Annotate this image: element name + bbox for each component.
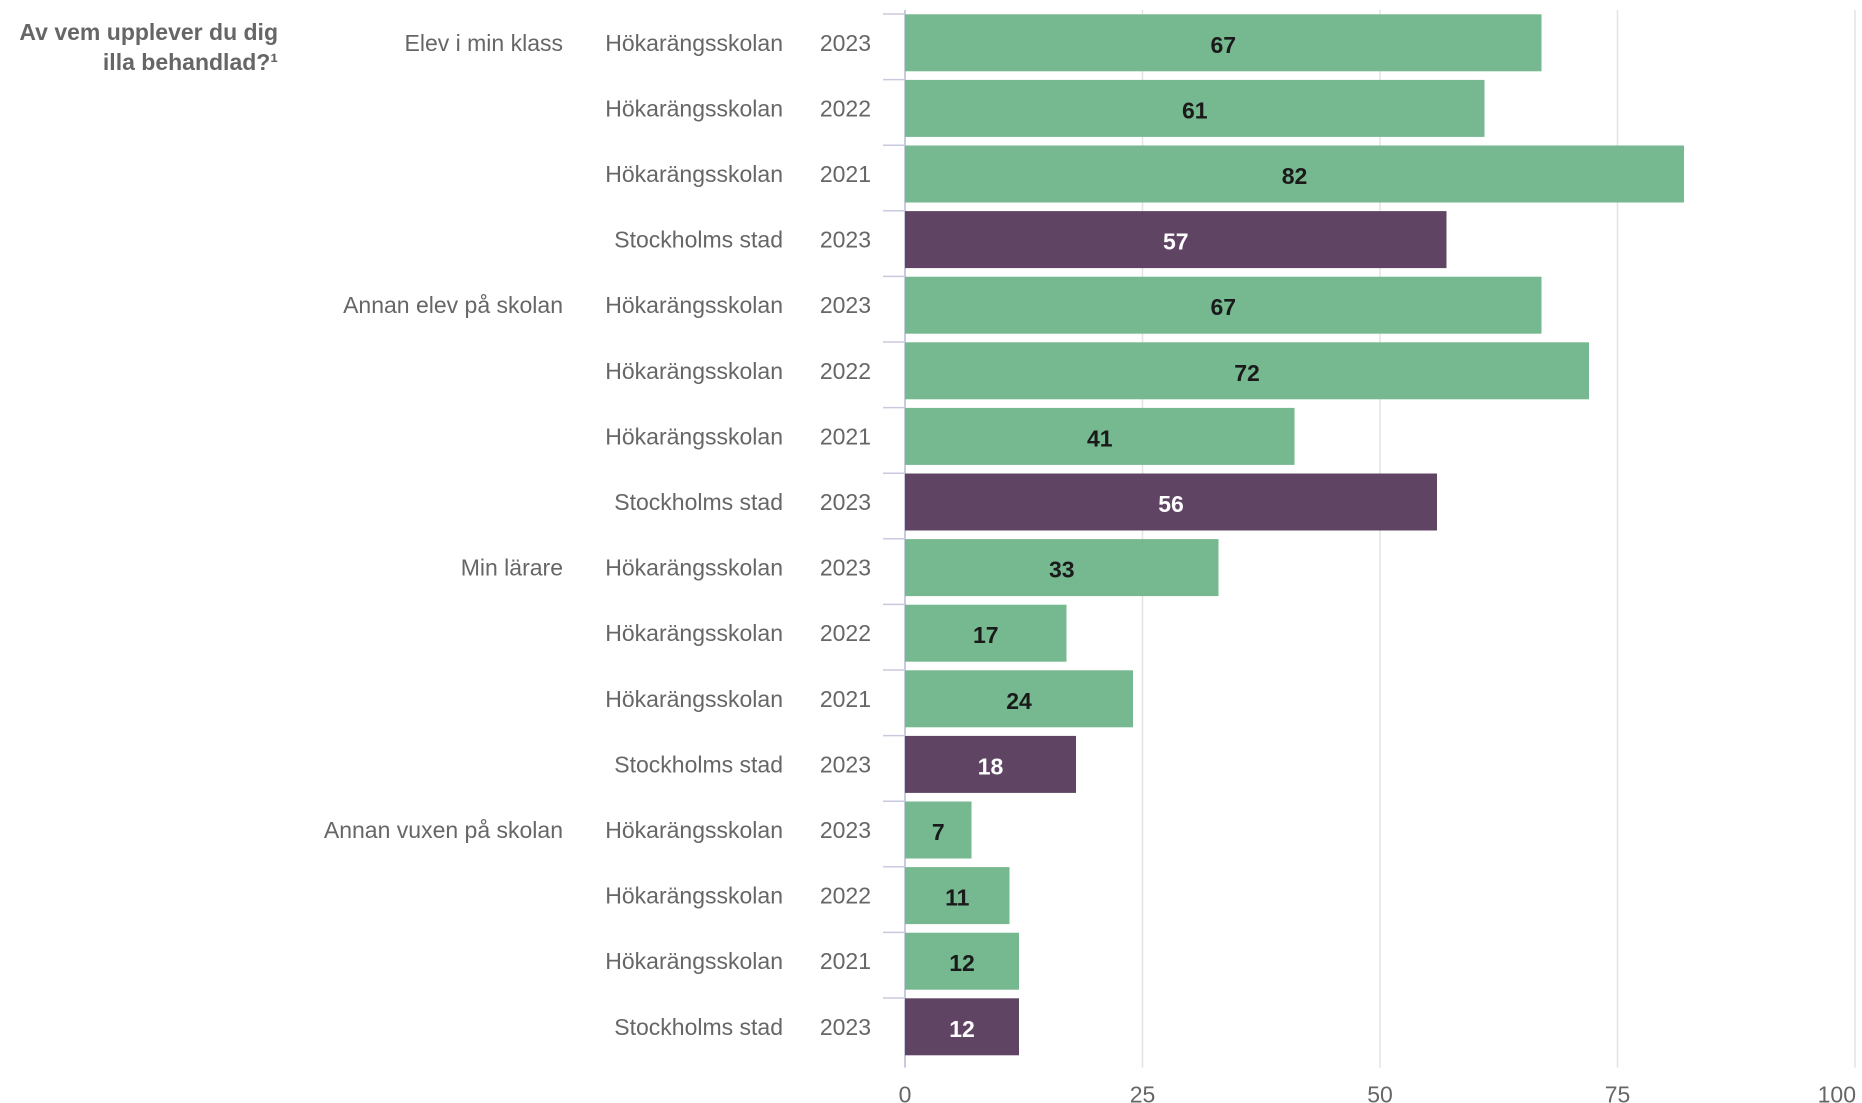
row-unit-label: Stockholms stad xyxy=(614,489,783,515)
x-axis: 0 25 50 75 100 xyxy=(899,1082,1856,1103)
group-label: Annan elev på skolan xyxy=(343,292,563,318)
bar xyxy=(905,604,1067,662)
bar xyxy=(905,407,1295,465)
bar-value-label: 72 xyxy=(1234,360,1260,386)
row-year-label: 2023 xyxy=(820,489,871,515)
bar-value-label: 61 xyxy=(1182,97,1208,123)
row-year-label: 2023 xyxy=(820,292,871,318)
bar-value-label: 24 xyxy=(1006,688,1032,714)
row-labels: 2023 Hökarängsskolan Elev i min klass 2022 H… xyxy=(324,30,871,1040)
bar-value-label: 57 xyxy=(1163,229,1189,255)
bar-value-label: 41 xyxy=(1087,425,1113,451)
row-year-label: 2023 xyxy=(820,817,871,843)
bar xyxy=(905,670,1133,728)
bar xyxy=(905,79,1485,137)
bar-value-label: 11 xyxy=(945,885,970,911)
row-unit-label: Hökarängsskolan xyxy=(605,817,783,843)
row-year-label: 2021 xyxy=(820,161,871,187)
row-year-label: 2022 xyxy=(820,883,871,909)
bar xyxy=(905,867,1010,925)
row-year-label: 2023 xyxy=(820,751,871,777)
bar-value-label: 82 xyxy=(1282,163,1308,189)
group-label: Annan vuxen på skolan xyxy=(324,817,563,843)
row-unit-label: Hökarängsskolan xyxy=(605,423,783,449)
bar xyxy=(905,801,972,859)
bar-value-label: 12 xyxy=(949,1016,975,1042)
row-year-label: 2023 xyxy=(820,555,871,581)
row-unit-label: Stockholms stad xyxy=(614,1014,783,1040)
bar xyxy=(905,735,1076,793)
bar xyxy=(905,276,1542,334)
row-year-label: 2021 xyxy=(820,686,871,712)
row-unit-label: Hökarängsskolan xyxy=(605,95,783,121)
x-tick-label: 100 xyxy=(1818,1082,1856,1103)
bar xyxy=(905,145,1684,203)
bar xyxy=(905,932,1019,990)
bar-value-label: 67 xyxy=(1210,32,1236,58)
row-unit-label: Hökarängsskolan xyxy=(605,292,783,318)
row-year-label: 2022 xyxy=(820,358,871,384)
row-unit-label: Hökarängsskolan xyxy=(605,948,783,974)
x-tick-label: 75 xyxy=(1605,1082,1631,1103)
row-year-label: 2022 xyxy=(820,620,871,646)
chart-title-line-2: illa behandlad?¹ xyxy=(103,49,278,75)
row-unit-label: Hökarängsskolan xyxy=(605,620,783,646)
x-tick-label: 50 xyxy=(1367,1082,1393,1103)
row-unit-label: Hökarängsskolan xyxy=(605,161,783,187)
row-year-label: 2022 xyxy=(820,95,871,121)
chart-title-line-1: Av vem upplever du dig xyxy=(19,19,278,45)
row-unit-label: Stockholms stad xyxy=(614,751,783,777)
bar xyxy=(905,14,1542,72)
row-year-label: 2023 xyxy=(820,30,871,56)
bar xyxy=(905,473,1437,531)
x-tick-label: 25 xyxy=(1130,1082,1156,1103)
bar-value-label: 56 xyxy=(1158,491,1184,517)
row-unit-label: Hökarängsskolan xyxy=(605,686,783,712)
bar-value-label: 7 xyxy=(932,819,945,845)
bar-value-label: 12 xyxy=(949,950,975,976)
row-year-label: 2023 xyxy=(820,1014,871,1040)
bar-value-label: 67 xyxy=(1210,294,1236,320)
row-unit-label: Stockholms stad xyxy=(614,227,783,253)
bar-value-label: 17 xyxy=(973,622,999,648)
group-label: Min lärare xyxy=(461,555,563,581)
row-unit-label: Hökarängsskolan xyxy=(605,883,783,909)
bar xyxy=(905,539,1219,597)
row-year-label: 2021 xyxy=(820,423,871,449)
row-unit-label: Hökarängsskolan xyxy=(605,358,783,384)
bar-value-label: 33 xyxy=(1049,557,1075,583)
bar-value-label: 18 xyxy=(978,753,1004,779)
row-year-label: 2023 xyxy=(820,227,871,253)
bar xyxy=(905,211,1447,269)
bar xyxy=(905,342,1589,400)
bar xyxy=(905,998,1019,1056)
x-tick-label: 0 xyxy=(899,1082,912,1103)
bars: 67 61 82 57 67 72 41 56 33 17 24 18 7 11 12 12 xyxy=(905,14,1684,1056)
group-label: Elev i min klass xyxy=(405,30,563,56)
row-unit-label: Hökarängsskolan xyxy=(605,30,783,56)
row-unit-label: Hökarängsskolan xyxy=(605,555,783,581)
row-year-label: 2021 xyxy=(820,948,871,974)
